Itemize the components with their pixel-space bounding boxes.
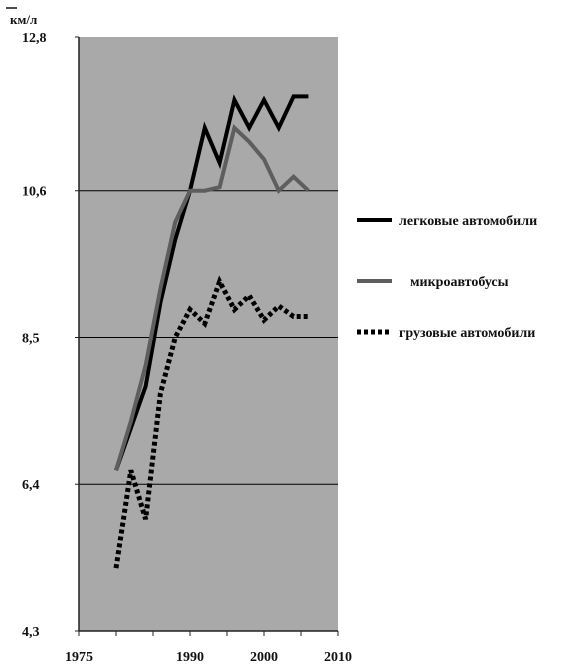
y-tick-label: 10,6 xyxy=(22,185,47,200)
x-tick-label: 2010 xyxy=(324,650,352,664)
legend-label-2: микроавтобусы xyxy=(410,275,509,290)
legend-label-3: грузовые автомобили xyxy=(399,326,535,341)
series-line-3 xyxy=(113,275,309,569)
x-tick-label: 1990 xyxy=(176,650,204,664)
y-tick-label: 4,3 xyxy=(22,625,40,640)
plot-background xyxy=(79,37,338,631)
y-tick-label: 6,4 xyxy=(22,478,40,493)
y-tick-label: 8,5 xyxy=(22,331,40,346)
legend-label-1: легковые автомобили xyxy=(399,214,537,229)
x-axis-ticks: 1975 1990 2000 2010 xyxy=(65,631,352,664)
series-line-1 xyxy=(114,94,309,471)
y-tick-label: 12,8 xyxy=(22,31,47,46)
series-line-2 xyxy=(114,123,310,471)
y-axis-ticks: 4,3 6,4 8,5 10,6 12,8 xyxy=(22,31,79,640)
x-tick-label: 1975 xyxy=(65,650,93,664)
series-layer xyxy=(113,94,310,569)
y-axis-unit-label: км/л xyxy=(10,12,37,27)
legend: легковые автомобили микроавтобусы грузовые… xyxy=(357,214,537,341)
x-tick-label: 2000 xyxy=(250,650,278,664)
